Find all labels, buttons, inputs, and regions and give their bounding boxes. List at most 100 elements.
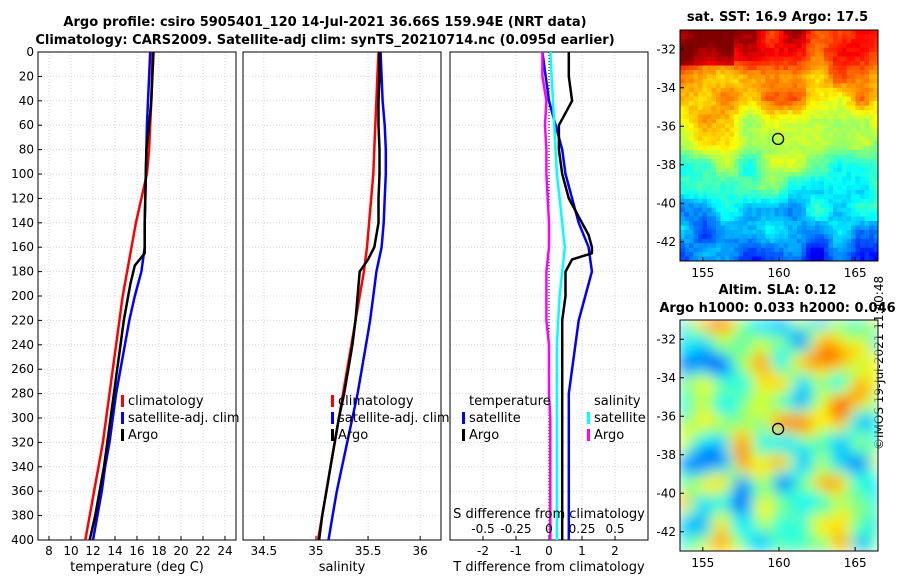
map-cell [779,435,785,442]
map-cell [810,238,816,244]
map-cell [803,325,810,331]
map-cell [828,525,835,532]
map-cell [769,465,775,472]
map-cell [719,340,726,346]
map-cell [793,485,800,492]
map-cell [702,198,708,204]
map-cell [725,194,731,200]
map-cell [734,189,740,195]
map-cell [714,355,721,361]
map-cell [801,189,807,195]
map-cell [792,234,798,240]
map-cell [798,485,805,492]
map-cell [684,535,691,542]
map-cell [764,380,770,386]
map-cell [724,395,731,401]
map-cell [853,475,859,482]
map-cell [860,114,866,120]
map-cell [754,410,760,417]
map-cell [729,325,736,331]
map-cell [754,390,760,396]
legend-swatch [121,395,124,407]
map-cell [720,181,726,187]
map-cell [739,395,745,401]
map-cell [714,400,721,406]
map-cell [765,123,771,129]
map-cell [719,480,726,487]
map-cell [848,325,854,331]
map-cell [680,87,686,93]
map-cell [823,500,830,507]
map-cell [837,154,843,160]
map-cell [851,225,857,231]
map-cell [869,154,875,160]
map-cell [792,247,798,253]
map-cell [765,234,771,240]
map-cell [702,30,708,36]
map-cell [851,229,857,235]
map-cell [764,435,770,442]
map-cell [689,435,696,442]
map-cell [793,445,800,452]
map-cell [704,530,711,537]
map-cell [828,132,834,138]
map-cell [828,435,835,442]
map-cell [860,145,866,151]
map-cell [719,500,726,507]
map-cell [828,480,835,487]
map-cell [848,390,854,396]
map-cell [729,189,735,195]
map-cell [684,30,690,36]
map-cell [689,256,695,261]
map-cell [729,370,736,376]
map-cell [858,515,864,522]
map-cell [783,56,789,62]
map-cell [707,47,713,53]
map-cell [818,515,825,522]
map-cell [729,480,736,487]
map-cell [808,380,815,386]
map-cell [744,415,750,422]
map-cell [819,87,825,93]
map-cell [873,385,878,391]
map-cell [738,34,744,40]
map-cell [698,109,704,115]
map-cell [783,252,789,258]
map-cell [759,475,765,482]
map-cell [842,154,848,160]
map-cell [797,167,803,173]
map-cell [704,395,711,401]
map-cell [724,435,731,442]
map-cell [860,225,866,231]
map-cell [719,415,726,422]
map-cell [702,225,708,231]
map-cell [711,114,717,120]
map-cell [711,92,717,98]
map-cell [779,252,785,258]
map-cell [704,510,711,517]
map-cell [846,216,852,222]
map-cell [842,123,848,129]
map-cell [709,475,716,482]
map-cell [783,380,790,386]
map-cell [810,118,816,124]
map-cell [689,212,695,218]
map-cell [837,158,843,164]
map-cell [689,47,695,53]
map-cell [689,370,696,376]
map-cell [729,69,735,76]
map-cell [684,520,691,527]
map-cell [873,460,878,467]
map-cell [792,212,798,218]
map-cell [848,485,854,492]
map-cell [761,203,767,209]
map-cell [769,410,775,417]
map-cell [828,167,834,173]
map-cell [694,365,701,371]
legend-label: Argo [128,428,158,443]
map-cell [699,360,706,366]
map-cell [725,101,731,107]
map-cell [824,243,830,249]
map-cell [704,445,711,452]
map-cell [719,335,726,341]
